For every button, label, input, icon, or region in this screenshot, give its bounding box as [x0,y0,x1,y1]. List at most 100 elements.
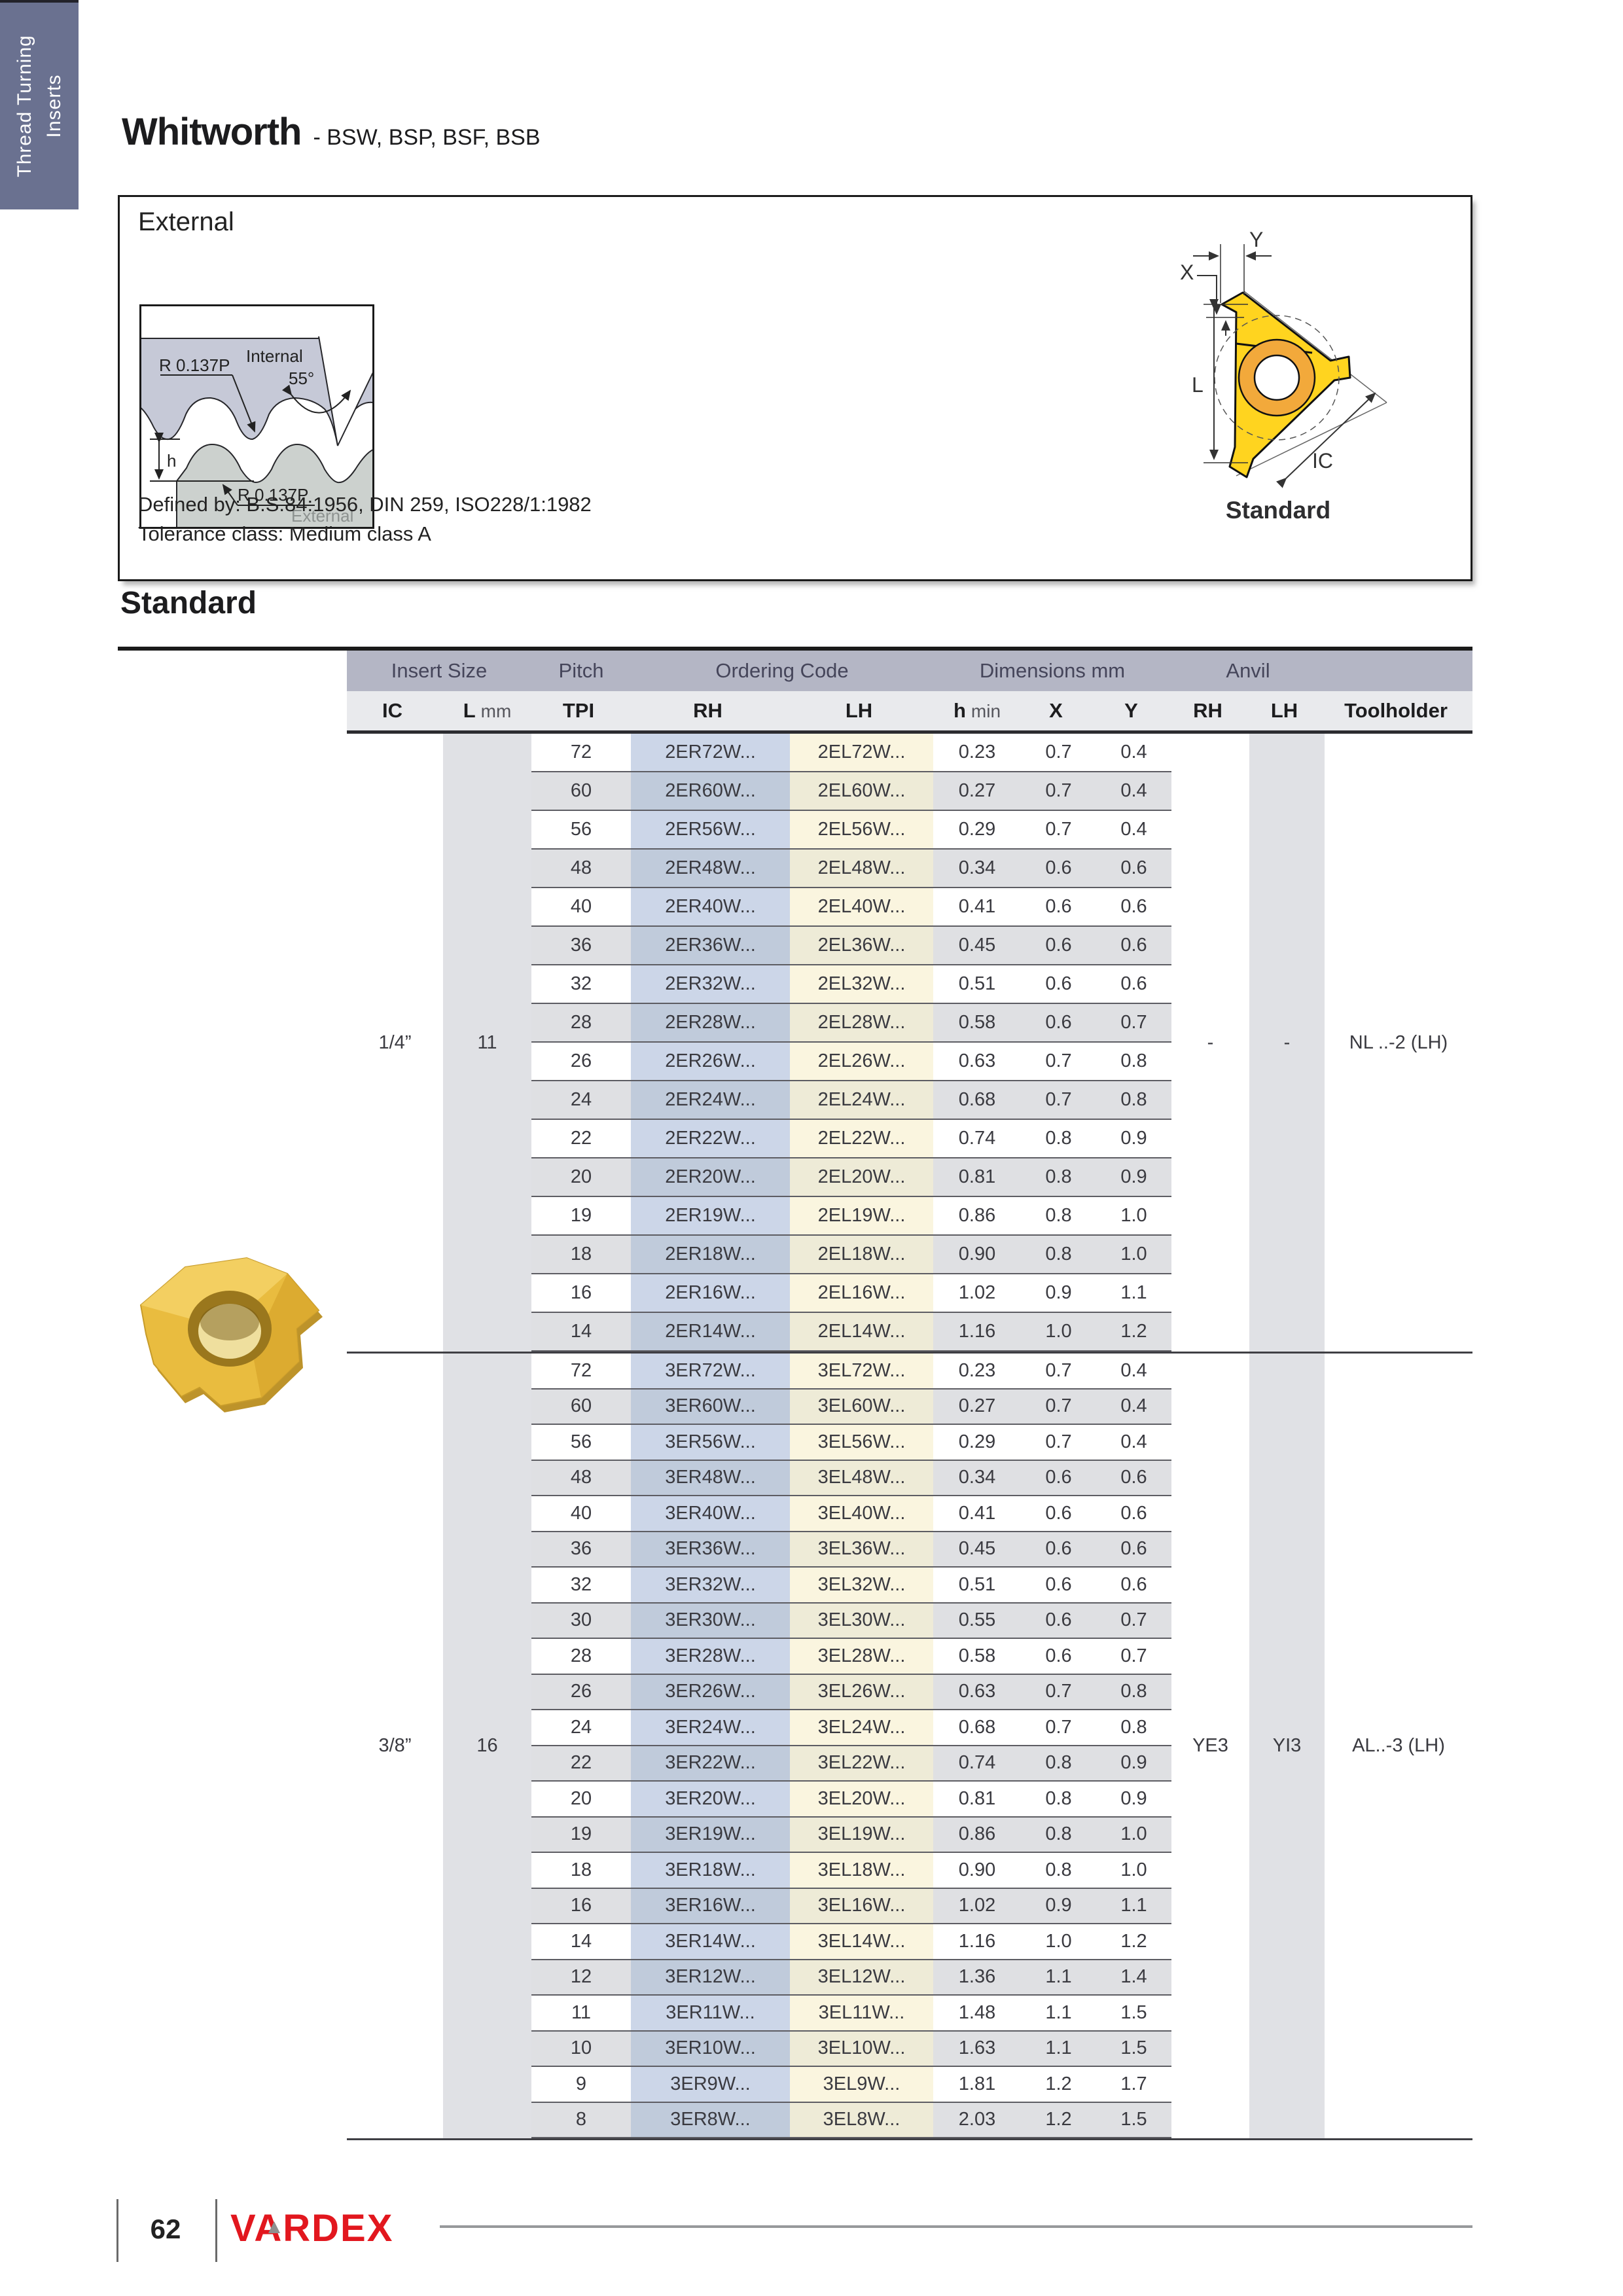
insert-diagram-caption: Standard [1225,497,1331,524]
tpi-cell: 22 [531,1120,631,1158]
h-min-cell: 0.45 [933,1532,1021,1568]
ordering-code-lh-cell: 2EL18W... [790,1236,933,1274]
anvil-lh-cell [1249,1710,1325,1746]
ordering-code-lh-cell: 2EL48W... [790,850,933,888]
ordering-code-rh-cell: 2ER72W... [631,734,790,772]
tpi-cell: 72 [531,734,631,772]
table-group-header-row: Insert Size Pitch Ordering Code Dimensio… [347,651,1472,691]
x-cell: 0.6 [1021,1004,1096,1043]
ordering-code-rh-cell: 2ER19W... [631,1197,790,1236]
x-cell: 1.0 [1021,1924,1096,1960]
vardex-logo-text: VARDEX [230,2207,393,2250]
y-cell: 0.4 [1096,1425,1171,1461]
y-cell: 0.6 [1096,1496,1171,1532]
table-row: 60 3ER60W... 3EL60W... 0.27 0.7 0.4 [347,1389,1472,1425]
profile-label-external: External [291,506,353,526]
tpi-cell: 26 [531,1674,631,1710]
column-header-h-min: h min [953,699,1001,722]
tpi-cell: 60 [531,772,631,811]
table-row: 56 3ER56W... 3EL56W... 0.29 0.7 0.4 [347,1425,1472,1461]
tpi-cell: 40 [531,888,631,927]
l-mm-cell [443,1081,531,1120]
h-min-cell: 0.68 [933,1710,1021,1746]
ic-merged-value: 1/4” [378,1031,412,1053]
x-cell: 0.6 [1021,850,1096,888]
defined-by-text: Defined by: B.S.84:1956, DIN 259, ISO228… [138,493,592,516]
insert-size-group: 72 3ER72W... 3EL72W... 0.23 0.7 0.4 60 3ER60W..… [347,1354,1472,2138]
ordering-code-lh-cell: 2EL32W... [790,965,933,1004]
table-row: 26 2ER26W... 2EL26W... 0.63 0.7 0.8 [347,1043,1472,1081]
l-mm-cell [443,1853,531,1889]
table-row: 20 2ER20W... 2EL20W... 0.81 0.8 0.9 [347,1158,1472,1197]
ordering-code-rh-cell: 2ER16W... [631,1274,790,1313]
x-cell: 0.6 [1021,965,1096,1004]
tpi-cell: 18 [531,1236,631,1274]
l-mm-cell [443,965,531,1004]
table-row: 22 2ER22W... 2EL22W... 0.74 0.8 0.9 [347,1120,1472,1158]
anvil-lh-cell [1249,1043,1325,1081]
x-cell: 0.7 [1021,734,1096,772]
y-cell: 1.5 [1096,1996,1171,2032]
group-header-dimensions: Dimensions mm [979,659,1126,682]
table-row: 48 3ER48W... 3EL48W... 0.34 0.6 0.6 [347,1460,1472,1496]
anvil-lh-cell [1249,734,1325,772]
l-mm-cell [443,1274,531,1313]
y-cell: 1.1 [1096,1274,1171,1313]
y-cell: 0.7 [1096,1004,1171,1043]
x-cell: 0.7 [1021,1354,1096,1390]
tpi-cell: 32 [531,965,631,1004]
ordering-code-lh-cell: 2EL26W... [790,1043,933,1081]
insert-dim-label-l: L [1192,373,1204,397]
y-cell: 0.4 [1096,1354,1171,1390]
y-cell: 0.4 [1096,772,1171,811]
anvil-lh-cell [1249,2102,1325,2138]
ordering-code-rh-cell: 3ER32W... [631,1568,790,1604]
ordering-code-lh-cell: 3EL8W... [790,2102,933,2138]
table-row: 32 2ER32W... 2EL32W... 0.51 0.6 0.6 [347,965,1472,1004]
h-min-cell: 1.48 [933,1996,1021,2032]
anvil-lh-cell [1249,811,1325,850]
tpi-cell: 28 [531,1639,631,1675]
ordering-code-rh-cell: 2ER56W... [631,811,790,850]
h-min-cell: 0.34 [933,1460,1021,1496]
y-cell: 0.8 [1096,1710,1171,1746]
column-header-ic: IC [382,699,402,722]
ordering-code-lh-cell: 3EL9W... [790,2067,933,2103]
x-cell: 0.8 [1021,1817,1096,1853]
x-cell: 1.1 [1021,1996,1096,2032]
ordering-code-lh-cell: 3EL14W... [790,1924,933,1960]
y-cell: 0.8 [1096,1043,1171,1081]
tpi-cell: 11 [531,1996,631,2032]
tpi-cell: 8 [531,2102,631,2138]
anvil-lh-cell [1249,1924,1325,1960]
anvil-lh-cell [1249,1004,1325,1043]
x-cell: 0.7 [1021,811,1096,850]
h-min-cell: 0.51 [933,965,1021,1004]
ordering-code-lh-cell: 3EL16W... [790,1888,933,1924]
h-min-cell: 0.90 [933,1853,1021,1889]
anvil-lh-cell [1249,1996,1325,2032]
l-mm-cell [443,1568,531,1604]
h-min-cell: 0.29 [933,1425,1021,1461]
ordering-code-rh-cell: 3ER22W... [631,1746,790,1782]
table-row: 14 2ER14W... 2EL14W... 1.16 1.0 1.2 [347,1313,1472,1352]
table-row: 36 2ER36W... 2EL36W... 0.45 0.6 0.6 [347,927,1472,965]
l-mm-cell [443,1710,531,1746]
section-heading: Standard [120,586,257,620]
table-row: 72 3ER72W... 3EL72W... 0.23 0.7 0.4 [347,1354,1472,1390]
external-heading: External [138,207,234,236]
tpi-cell: 10 [531,2031,631,2067]
ordering-code-lh-cell: 3EL28W... [790,1639,933,1675]
ordering-code-rh-cell: 3ER24W... [631,1710,790,1746]
h-min-cell: 1.63 [933,2031,1021,2067]
l-mm-cell [443,811,531,850]
table-row: 72 2ER72W... 2EL72W... 0.23 0.7 0.4 [347,734,1472,772]
tpi-cell: 24 [531,1081,631,1120]
h-min-cell: 1.02 [933,1274,1021,1313]
anvil-lh-cell [1249,1888,1325,1924]
tpi-cell: 14 [531,1924,631,1960]
column-header-y: Y [1124,699,1138,722]
h-min-cell: 0.63 [933,1674,1021,1710]
ordering-code-lh-cell: 2EL36W... [790,927,933,965]
l-mm-cell [443,772,531,811]
